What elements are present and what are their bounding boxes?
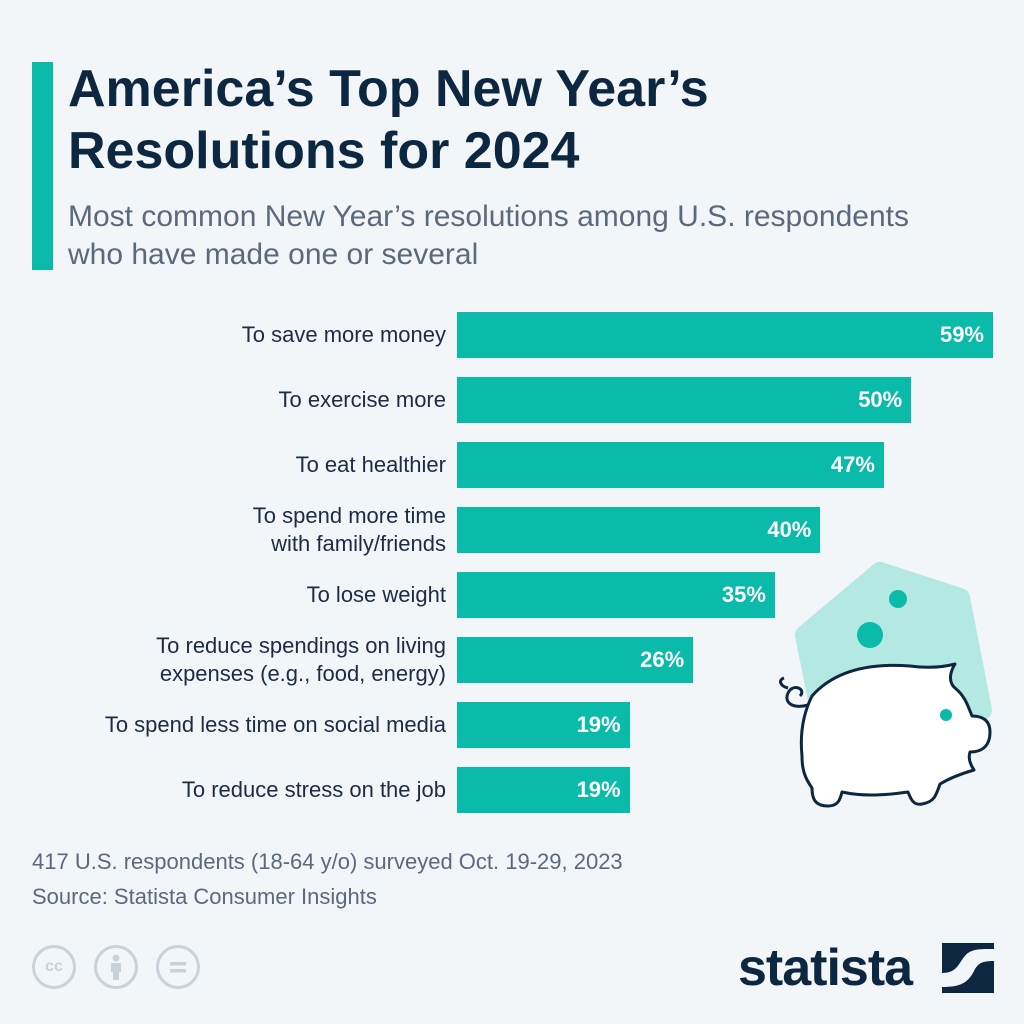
category-label-line: To save more money [241,322,446,347]
data-label: 35% [721,582,766,607]
category-label-line: To spend less time on social media [104,712,446,737]
chart-subtitle: Most common New Year’s resolutions among… [68,200,909,271]
bar: 40% [457,507,821,553]
category-label-line: expenses (e.g., food, energy) [159,661,446,686]
category-label-line: To exercise more [278,387,446,412]
category-label-line: To spend more time [252,503,446,528]
title-accent-bar [32,62,53,270]
chart-title: America’s Top New Year’s Resolutions for… [68,60,709,180]
bar: 26% [457,637,694,683]
data-label: 19% [576,777,621,802]
category-label: To reduce stress on the job [10,776,446,804]
data-label: 47% [830,452,875,477]
data-label: 26% [640,647,685,672]
category-label-line: To lose weight [306,582,446,607]
survey-note: 417 U.S. respondents (18-64 y/o) surveye… [32,849,623,874]
no-derivatives-icon[interactable] [156,945,200,989]
bar: 59% [457,312,993,358]
data-label: 40% [767,517,812,542]
category-label-line: To eat healthier [295,452,446,477]
category-label: To reduce spendings on living expenses (e… [10,632,446,688]
category-label: To spend more time with family/friends [10,502,446,558]
statista-logo[interactable]: statista [738,939,913,997]
piggy-bank-illustration [779,562,992,808]
category-label: To lose weight [10,581,446,609]
data-label: 19% [576,712,621,737]
category-label-line: To reduce spendings on living [156,633,446,658]
category-label-line: with family/friends [271,531,446,556]
bar: 47% [457,442,884,488]
bar: 50% [457,377,912,423]
category-label: To eat healthier [10,451,446,479]
bar: 35% [457,572,775,618]
category-label: To save more money [10,321,446,349]
data-label: 50% [858,387,903,412]
category-label: To spend less time on social media [10,711,446,739]
statista-logo-icon [942,943,994,993]
attribution-icon[interactable] [94,945,138,989]
category-label-line: To reduce stress on the job [181,777,446,802]
source-note: Source: Statista Consumer Insights [32,884,377,909]
cc-icon[interactable]: cc [32,945,76,989]
bar: 19% [457,767,630,813]
category-label: To exercise more [10,386,446,414]
bar: 19% [457,702,630,748]
data-label: 59% [939,322,984,347]
